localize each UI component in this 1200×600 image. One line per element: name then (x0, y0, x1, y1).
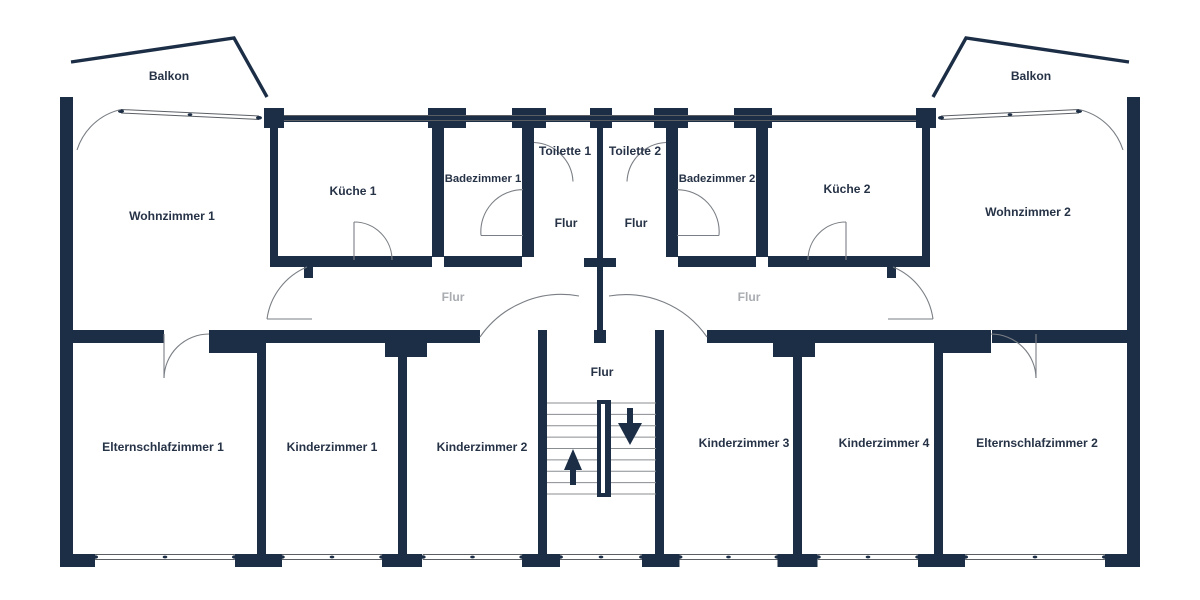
svg-text:Toilette 1: Toilette 1 (539, 144, 591, 158)
svg-text:Küche 1: Küche 1 (329, 184, 376, 198)
svg-text:Flur: Flur (591, 365, 614, 379)
svg-text:Flur: Flur (442, 290, 465, 304)
svg-text:Kinderzimmer 3: Kinderzimmer 3 (699, 436, 790, 450)
svg-text:Kinderzimmer 1: Kinderzimmer 1 (287, 440, 378, 454)
svg-text:Wohnzimmer 1: Wohnzimmer 1 (129, 209, 215, 223)
svg-text:Küche 2: Küche 2 (823, 182, 870, 196)
svg-text:Kinderzimmer 4: Kinderzimmer 4 (839, 436, 930, 450)
svg-text:Flur: Flur (555, 216, 578, 230)
svg-text:Kinderzimmer 2: Kinderzimmer 2 (437, 440, 528, 454)
svg-text:Elternschlafzimmer 2: Elternschlafzimmer 2 (976, 436, 1098, 450)
svg-text:Badezimmer 1: Badezimmer 1 (445, 173, 522, 185)
svg-text:Badezimmer 2: Badezimmer 2 (679, 173, 756, 185)
svg-text:Balkon: Balkon (1011, 69, 1051, 83)
svg-text:Flur: Flur (625, 216, 648, 230)
svg-text:Balkon: Balkon (149, 69, 189, 83)
svg-text:Wohnzimmer 2: Wohnzimmer 2 (985, 205, 1071, 219)
svg-text:Toilette 2: Toilette 2 (609, 144, 661, 158)
svg-text:Elternschlafzimmer 1: Elternschlafzimmer 1 (102, 440, 224, 454)
svg-text:Flur: Flur (738, 290, 761, 304)
